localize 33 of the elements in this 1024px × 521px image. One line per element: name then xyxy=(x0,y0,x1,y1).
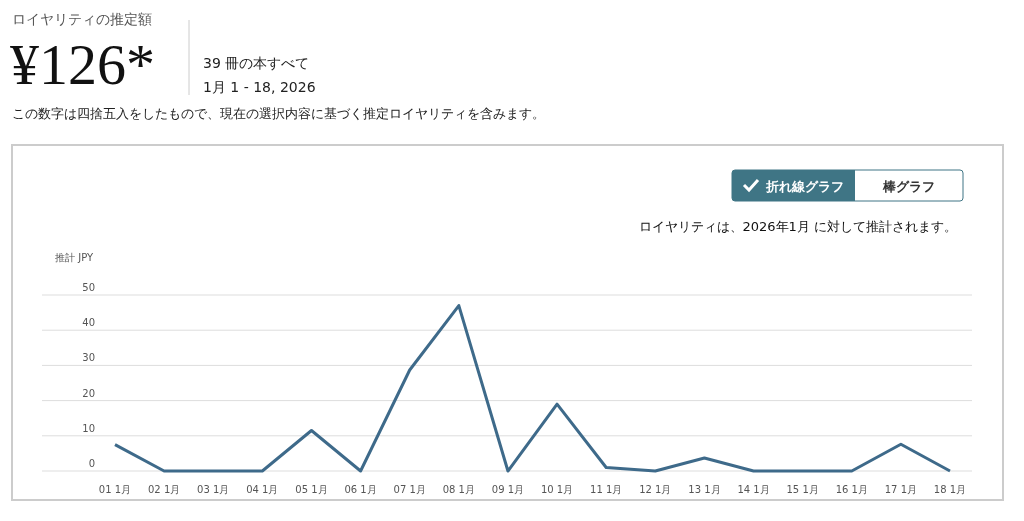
x-tick-label: 07 1月 xyxy=(393,484,426,495)
text: 棒グラフ xyxy=(882,179,935,194)
x-tick-label: 03 1月 xyxy=(197,484,230,495)
text: この数字は四捨五入をしたもので、現在の選択内容に基づく推定ロイヤリティを含みます。 xyxy=(12,106,545,121)
x-tick-label: 13 1月 xyxy=(688,484,721,495)
text: ロイヤリティは、2026年1月 に対して推計されます。 xyxy=(638,219,957,234)
text: 39 冊の本すべて xyxy=(203,55,310,71)
x-tick-label: 06 1月 xyxy=(344,484,377,495)
y-tick-label: 50 xyxy=(82,282,95,293)
chart-title: ロイヤリティの推定額 xyxy=(12,11,152,27)
x-tick-label: 17 1月 xyxy=(884,484,918,495)
x-tick-label: 12 1月 xyxy=(639,484,672,495)
x-tick-label: 16 1月 xyxy=(835,484,868,495)
y-tick-label: 10 xyxy=(82,422,95,434)
text: ¥126* xyxy=(10,32,155,97)
x-tick-label: 14 1月 xyxy=(737,484,770,495)
x-tick-label: 09 1月 xyxy=(491,484,525,495)
y-tick-label: 20 xyxy=(82,387,95,399)
x-tick-label: 05 1月 xyxy=(295,484,328,495)
x-tick-label: 18 1月 xyxy=(933,484,967,495)
y-tick-label: 40 xyxy=(82,317,95,329)
x-tick-label: 01 1月 xyxy=(98,484,132,495)
text: 折れ線グラフ xyxy=(765,179,844,194)
y-tick-label: 30 xyxy=(82,352,95,364)
x-tick-label: 15 1月 xyxy=(786,484,819,495)
x-tick-label: 08 1月 xyxy=(442,484,475,495)
x-tick-label: 02 1月 xyxy=(147,484,181,495)
x-tick-label: 04 1月 xyxy=(246,484,279,495)
y-tick-label: 0 xyxy=(88,458,95,469)
text: 1月 1 - 18, 2026 xyxy=(203,79,316,95)
x-tick-label: 10 1月 xyxy=(540,484,574,495)
y-axis-title: 推計 JPY xyxy=(55,252,94,263)
x-tick-label: 11 1月 xyxy=(590,484,623,495)
